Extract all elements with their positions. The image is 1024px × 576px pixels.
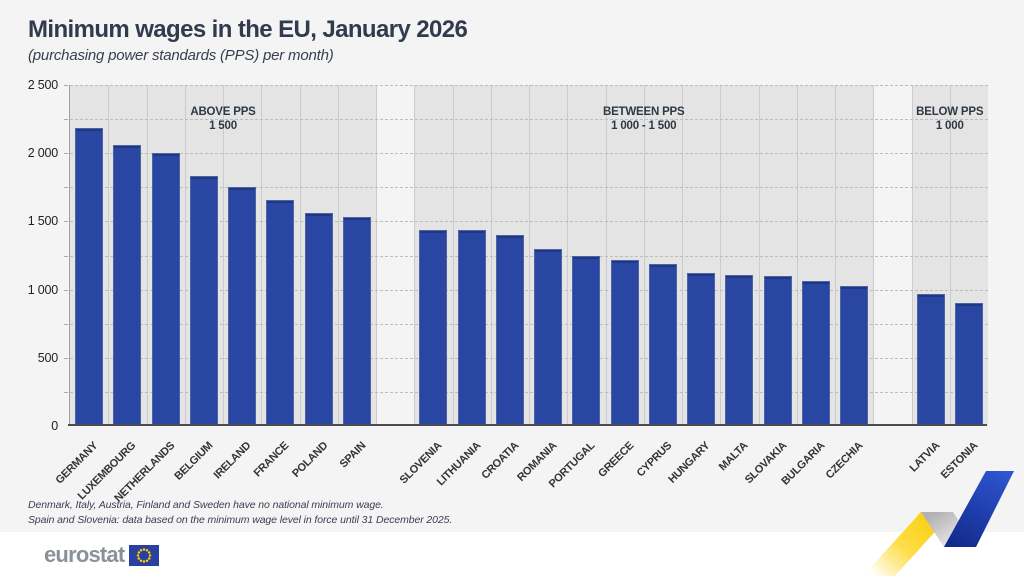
bar-luxembourg	[113, 145, 142, 426]
bar-latvia	[916, 293, 945, 426]
bar-belgium	[189, 176, 218, 426]
page-title: Minimum wages in the EU, January 2026	[28, 16, 468, 43]
y-axis-tick	[64, 187, 68, 189]
plot-area: GERMANY LUXEMBOURG NETHERLANDS BELGIUM IRELA…	[54, 85, 988, 505]
footnote-line: Spain and Slovenia: data based on the mi…	[28, 513, 453, 526]
gridline	[70, 187, 988, 189]
y-axis-tick	[64, 255, 68, 257]
group-label: BETWEEN PPS 1 000 - 1 500	[602, 106, 685, 132]
gridline	[70, 357, 988, 359]
footer-band	[0, 532, 1024, 576]
bar-croatia	[495, 235, 524, 426]
gridline	[70, 119, 988, 121]
y-axis-label: 500	[37, 350, 58, 365]
y-axis-tick	[64, 85, 68, 86]
eurostat-logo-text: eurostat	[44, 542, 125, 567]
bar-lithuania	[457, 230, 486, 426]
y-axis-tick	[64, 323, 68, 325]
group-label: BELOW PPS 1 000	[916, 106, 984, 132]
y-axis-label: 1 000	[27, 282, 58, 297]
y-axis-label: 2 000	[27, 146, 58, 161]
eu-flag-icon	[129, 544, 160, 566]
page-subtitle: (purchasing power standards (PPS) per mo…	[28, 47, 334, 64]
bar-slovenia	[419, 229, 448, 426]
y-axis-label: 0	[51, 419, 58, 433]
group-label: ABOVE PPS 1 500	[190, 106, 256, 132]
bar-bulgaria	[801, 281, 830, 426]
bar-ireland	[228, 186, 257, 426]
bar-cyprus	[648, 263, 677, 426]
y-axis-tick	[64, 221, 68, 223]
bar-malta	[725, 275, 754, 426]
bar-estonia	[954, 303, 983, 426]
bar-romania	[534, 249, 563, 426]
y-axis-tick	[64, 153, 68, 155]
bar-france	[266, 200, 295, 426]
y-axis-label: 2 500	[27, 78, 58, 92]
eurostat-logo: eurostat	[44, 542, 160, 568]
bar-netherlands	[151, 152, 180, 426]
footnotes: Denmark, Italy, Austria, Finland and Swe…	[28, 498, 452, 527]
y-axis-label: 1 500	[27, 214, 58, 229]
gridline	[70, 221, 988, 223]
bar-poland	[304, 212, 333, 426]
gridline	[70, 391, 988, 393]
bar-greece	[610, 260, 639, 426]
y-axis-tick	[64, 289, 68, 291]
gridline	[70, 323, 988, 325]
gridline	[70, 153, 988, 155]
bar-germany	[75, 127, 104, 426]
bar-hungary	[687, 272, 716, 426]
bar-spain	[342, 217, 371, 426]
y-axis-tick	[64, 357, 68, 359]
x-axis-line	[68, 424, 987, 426]
gridline	[70, 289, 988, 291]
y-axis-tick	[64, 391, 68, 393]
bar-portugal	[572, 255, 601, 426]
y-axis-tick	[64, 119, 68, 121]
gridline	[70, 255, 988, 257]
bar-slovakia	[763, 275, 792, 426]
bar-czechia	[840, 286, 869, 426]
footnote-line: Denmark, Italy, Austria, Finland and Swe…	[28, 499, 384, 511]
gridline	[70, 85, 988, 86]
